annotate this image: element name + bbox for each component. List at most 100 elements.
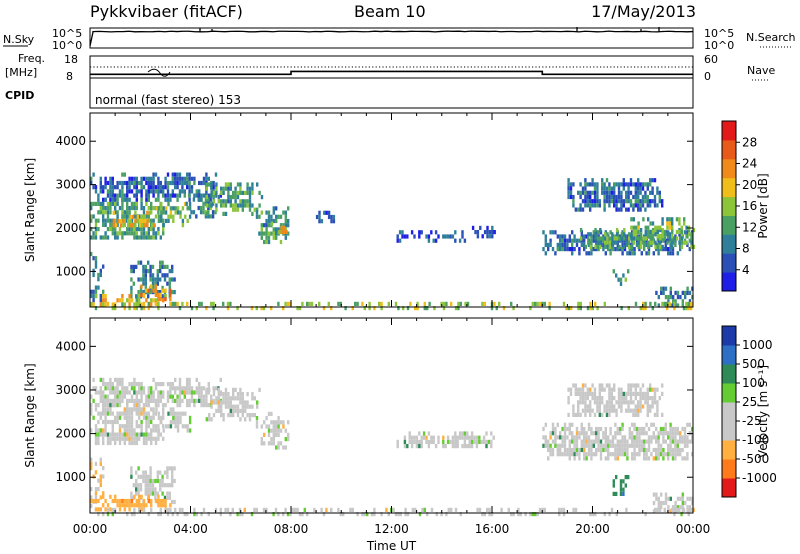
power-cell [199, 197, 203, 202]
power-cell [142, 231, 146, 236]
power-cell [207, 205, 210, 211]
power-cell [619, 281, 623, 286]
velocity-cell [121, 394, 124, 399]
velocity-cell [529, 512, 532, 517]
power-cell [661, 203, 664, 208]
velocity-cell [168, 483, 171, 488]
velocity-cell [415, 435, 419, 440]
velocity-cell [152, 390, 155, 395]
power-cell [601, 186, 604, 191]
power-cell [626, 251, 629, 256]
velocity-cell [679, 496, 682, 501]
velocity-cell [116, 390, 119, 395]
power-cell [207, 193, 210, 198]
velocity-colorbar-segment [722, 459, 736, 479]
velocity-cell [220, 400, 223, 405]
velocity-cell [212, 387, 216, 392]
velocity-cell [106, 386, 110, 391]
power-cell [212, 180, 215, 186]
velocity-cell [605, 383, 609, 388]
velocity-cell [575, 452, 579, 457]
power-cell [140, 292, 143, 297]
velocity-cell [152, 398, 155, 403]
velocity-cell [94, 498, 98, 504]
power-cell [211, 193, 215, 198]
velocity-cell [246, 413, 249, 418]
power-cell [669, 242, 672, 247]
power-cell [236, 190, 240, 195]
velocity-cell [298, 512, 302, 517]
velocity-cell [614, 431, 617, 436]
velocity-cell [454, 444, 457, 449]
velocity-cell [633, 452, 636, 457]
velocity-cell [659, 426, 663, 432]
velocity-cell [137, 466, 140, 471]
velocity-cell [427, 431, 431, 436]
velocity-cell [673, 512, 676, 517]
velocity-cell [176, 428, 180, 433]
power-cell [142, 281, 145, 286]
power-cell [683, 217, 686, 222]
velocity-cell [631, 431, 634, 436]
power-cell [556, 242, 559, 247]
power-cell [538, 301, 542, 306]
power-cell [639, 236, 643, 241]
velocity-cell [470, 444, 474, 449]
power-cell [149, 273, 152, 278]
power-cell [356, 301, 359, 306]
power-cell [126, 231, 129, 236]
power-cell [619, 238, 622, 243]
velocity-cell [430, 507, 434, 512]
velocity-cell [258, 387, 261, 392]
power-cell [593, 194, 597, 200]
velocity-cell [610, 404, 613, 409]
power-cell [584, 203, 587, 208]
velocity-colorbar-label: 25 [742, 395, 757, 409]
power-cell [657, 247, 660, 252]
velocity-cell [607, 447, 610, 453]
velocity-cell [681, 435, 684, 440]
velocity-cell [166, 390, 170, 395]
power-cell [380, 301, 383, 306]
velocity-cell [94, 470, 98, 475]
velocity-cell [162, 415, 165, 420]
velocity-cell [488, 507, 491, 512]
velocity-cell [232, 413, 235, 418]
velocity-cell [236, 404, 240, 409]
velocity-cell [154, 487, 157, 492]
velocity-cell [104, 415, 107, 420]
velocity-cell [679, 452, 682, 457]
velocity-cell [361, 512, 364, 517]
power-cell [109, 197, 112, 202]
velocity-cell [174, 420, 177, 425]
velocity-cell [667, 443, 670, 448]
velocity-cell [649, 387, 652, 392]
power-cell [232, 195, 235, 200]
velocity-cell [159, 503, 162, 508]
velocity-cell [279, 441, 283, 446]
velocity-cell [373, 512, 376, 517]
power-cell [139, 219, 142, 224]
velocity-cell [356, 512, 359, 517]
power-cell [169, 297, 172, 302]
power-cell [584, 190, 587, 195]
velocity-cell [275, 445, 278, 450]
velocity-cell [639, 387, 642, 392]
velocity-cell [186, 512, 189, 517]
velocity-cell [126, 424, 129, 429]
power-cell [251, 211, 254, 216]
power-cell [587, 232, 590, 237]
power-cell [590, 234, 593, 239]
freq-wiggle [147, 68, 171, 77]
power-cell [198, 180, 201, 186]
power-cell [676, 295, 680, 300]
velocity-cell [624, 483, 627, 488]
velocity-cell [408, 439, 411, 444]
velocity-cell [671, 452, 675, 457]
velocity-cell [171, 398, 174, 403]
velocity-colorbar-label: -500 [742, 452, 769, 466]
power-cell [661, 234, 664, 239]
power-cell [123, 180, 126, 186]
velocity-cell [575, 443, 579, 448]
velocity-cell [490, 439, 493, 444]
